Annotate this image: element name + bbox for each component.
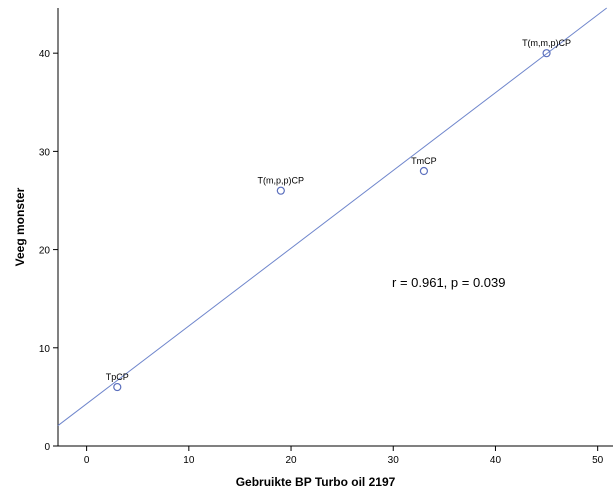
data-point-marker [542, 49, 551, 58]
data-point-marker [419, 166, 429, 176]
x-axis-ticks: 0 10 20 30 40 50 [84, 446, 604, 466]
regression-line [57, 7, 608, 426]
x-tick-label: 10 [183, 455, 195, 466]
correlation-annotation: r = 0.961, p = 0.039 [392, 275, 505, 290]
data-point-label: T(m,m,p)CP [522, 38, 571, 48]
x-tick-label: 50 [592, 455, 604, 466]
y-tick-label: 0 [44, 442, 50, 453]
y-tick-label: 30 [39, 147, 51, 158]
data-point-marker [276, 186, 285, 195]
x-axis-title: Gebruikte BP Turbo oil 2197 [236, 475, 396, 489]
y-tick-label: 10 [39, 344, 51, 355]
x-tick-label: 0 [84, 455, 90, 466]
y-tick-label: 40 [39, 49, 51, 60]
x-tick-label: 20 [285, 455, 297, 466]
data-point-label: T(m,p,p)CP [258, 176, 305, 186]
data-points: TpCP T(m,p,p)CP TmCP T(m,m,p)CP [106, 38, 571, 392]
data-point-label: TmCP [411, 156, 437, 166]
x-tick-label: 40 [490, 455, 502, 466]
y-axis-title: Veeg monster [13, 187, 27, 266]
data-point-marker [113, 382, 122, 392]
x-tick-label: 30 [388, 455, 400, 466]
data-point-label: TpCP [106, 372, 129, 382]
y-tick-label: 20 [39, 246, 51, 257]
y-axis-ticks: 0 10 20 30 40 [39, 49, 58, 453]
